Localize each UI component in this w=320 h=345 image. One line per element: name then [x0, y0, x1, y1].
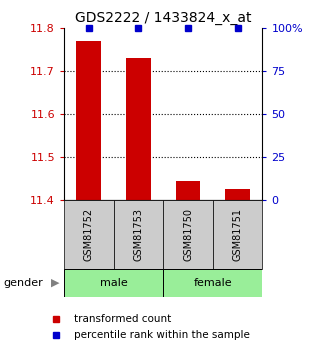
- Bar: [64, 200, 114, 269]
- Text: transformed count: transformed count: [74, 314, 172, 324]
- Text: percentile rank within the sample: percentile rank within the sample: [74, 330, 250, 340]
- Bar: [225, 189, 250, 200]
- Bar: [76, 41, 101, 200]
- Text: GSM81751: GSM81751: [233, 208, 243, 261]
- Text: GSM81753: GSM81753: [133, 208, 143, 261]
- Text: male: male: [100, 278, 127, 288]
- Bar: [114, 200, 163, 269]
- Bar: [126, 58, 151, 200]
- Title: GDS2222 / 1433824_x_at: GDS2222 / 1433824_x_at: [75, 11, 252, 25]
- Text: female: female: [194, 278, 232, 288]
- Bar: [64, 269, 163, 297]
- Bar: [163, 269, 262, 297]
- Bar: [163, 200, 213, 269]
- Text: GSM81752: GSM81752: [84, 208, 94, 261]
- Bar: [213, 200, 262, 269]
- Bar: [176, 181, 200, 200]
- Text: ▶: ▶: [51, 278, 60, 288]
- Text: gender: gender: [3, 278, 43, 288]
- Text: GSM81750: GSM81750: [183, 208, 193, 261]
